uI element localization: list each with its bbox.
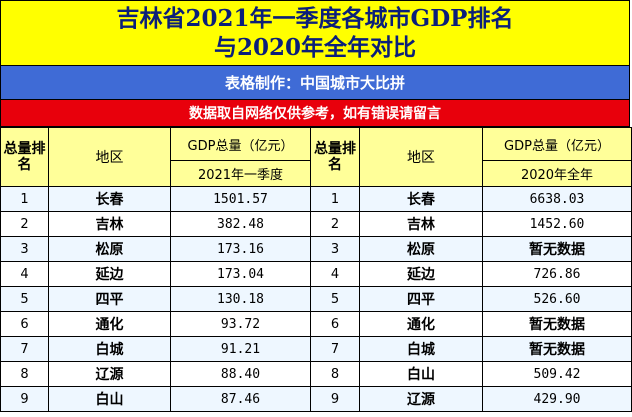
gdp-left-cell: 1501.57 — [170, 186, 311, 212]
table-row: 8 辽源 88.40 8 白山 509.42 — [0, 361, 632, 387]
gdp-left-cell: 88.40 — [170, 361, 311, 387]
table-row: 6 通化 93.72 6 通化 暂无数据 — [0, 311, 632, 337]
region-right-cell: 白城 — [359, 336, 483, 362]
region-left-cell: 白城 — [48, 336, 171, 362]
header-rank-left: 总量排名 — [0, 127, 49, 187]
header-region-left: 地区 — [48, 127, 171, 187]
rank-left-cell: 8 — [0, 361, 49, 387]
table-title: 吉林省2021年一季度各城市GDP排名 与2020年全年对比 — [0, 0, 630, 66]
rank-right-cell: 3 — [310, 236, 360, 262]
disclaimer-banner: 数据取自网络仅供参考，如有错误请留言 — [0, 100, 630, 127]
rank-left-cell: 6 — [0, 311, 49, 337]
table-row: 1 长春 1501.57 1 长春 6638.03 — [0, 186, 632, 212]
rank-right-cell: 2 — [310, 211, 360, 237]
gdp-right-cell: 429.90 — [482, 386, 632, 412]
gdp-right-cell: 509.42 — [482, 361, 632, 387]
table-row: 4 延边 173.04 4 延边 726.86 — [0, 261, 632, 287]
gdp-left-cell: 382.48 — [170, 211, 311, 237]
region-left-cell: 松原 — [48, 236, 171, 262]
maker-banner: 表格制作：中国城市大比拼 — [0, 66, 630, 100]
gdp-right-cell: 暂无数据 — [482, 236, 632, 262]
header-period-left: 2021年一季度 — [170, 160, 311, 187]
gdp-left-cell: 93.72 — [170, 311, 311, 337]
gdp-right-cell: 暂无数据 — [482, 336, 632, 362]
header-gdp-left: GDP总量（亿元） — [170, 127, 311, 161]
gdp-right-cell: 526.60 — [482, 286, 632, 312]
region-right-cell: 通化 — [359, 311, 483, 337]
region-right-cell: 松原 — [359, 236, 483, 262]
rank-right-cell: 1 — [310, 186, 360, 212]
table-row: 5 四平 130.18 5 四平 526.60 — [0, 286, 632, 312]
header-gdp-right: GDP总量（亿元） — [482, 127, 632, 161]
header-period-right: 2020年全年 — [482, 160, 632, 187]
region-right-cell: 延边 — [359, 261, 483, 287]
gdp-left-cell: 87.46 — [170, 386, 311, 412]
rank-right-cell: 9 — [310, 386, 360, 412]
rank-right-cell: 7 — [310, 336, 360, 362]
region-right-cell: 长春 — [359, 186, 483, 212]
gdp-right-cell: 726.86 — [482, 261, 632, 287]
gdp-left-cell: 130.18 — [170, 286, 311, 312]
rank-left-cell: 7 — [0, 336, 49, 362]
region-left-cell: 吉林 — [48, 211, 171, 237]
gdp-left-cell: 173.16 — [170, 236, 311, 262]
title-line-1: 吉林省2021年一季度各城市GDP排名 — [116, 5, 514, 32]
region-right-cell: 四平 — [359, 286, 483, 312]
gdp-right-cell: 1452.60 — [482, 211, 632, 237]
rank-right-cell: 6 — [310, 311, 360, 337]
table-row: 7 白城 91.21 7 白城 暂无数据 — [0, 336, 632, 362]
gdp-table: 总量排名 地区 GDP总量（亿元） 总量排名 地区 GDP总量（亿元） 2021… — [0, 127, 632, 412]
header-region-right: 地区 — [359, 127, 483, 187]
table-row: 3 松原 173.16 3 松原 暂无数据 — [0, 236, 632, 262]
rank-left-cell: 4 — [0, 261, 49, 287]
region-left-cell: 白山 — [48, 386, 171, 412]
region-left-cell: 长春 — [48, 186, 171, 212]
title-line-2: 与2020年全年对比 — [213, 34, 416, 61]
rank-right-cell: 4 — [310, 261, 360, 287]
gdp-left-cell: 91.21 — [170, 336, 311, 362]
region-left-cell: 延边 — [48, 261, 171, 287]
gdp-right-cell: 暂无数据 — [482, 311, 632, 337]
table-body: 1 长春 1501.57 1 长春 6638.03 2 吉林 382.48 2 吉林 1452.60 3… — [0, 186, 632, 412]
rank-left-cell: 3 — [0, 236, 49, 262]
rank-right-cell: 8 — [310, 361, 360, 387]
gdp-left-cell: 173.04 — [170, 261, 311, 287]
rank-right-cell: 5 — [310, 286, 360, 312]
region-left-cell: 通化 — [48, 311, 171, 337]
region-right-cell: 白山 — [359, 361, 483, 387]
region-right-cell: 吉林 — [359, 211, 483, 237]
table-row: 9 白山 87.46 9 辽源 429.90 — [0, 386, 632, 412]
region-right-cell: 辽源 — [359, 386, 483, 412]
rank-left-cell: 2 — [0, 211, 49, 237]
rank-left-cell: 1 — [0, 186, 49, 212]
rank-left-cell: 5 — [0, 286, 49, 312]
region-left-cell: 辽源 — [48, 361, 171, 387]
header-rank-right: 总量排名 — [310, 127, 360, 187]
region-left-cell: 四平 — [48, 286, 171, 312]
table-row: 2 吉林 382.48 2 吉林 1452.60 — [0, 211, 632, 237]
rank-left-cell: 9 — [0, 386, 49, 412]
gdp-right-cell: 6638.03 — [482, 186, 632, 212]
